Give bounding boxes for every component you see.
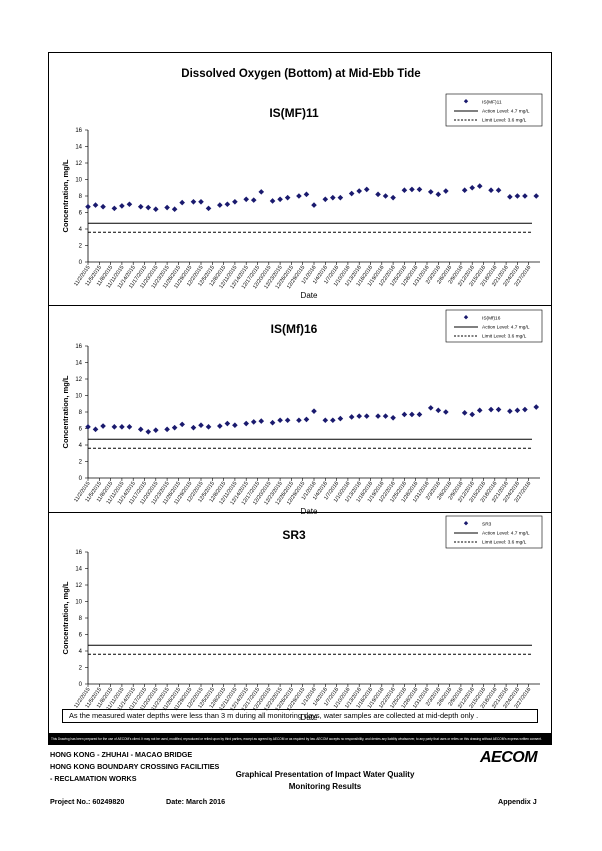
report-title-2: Monitoring Results	[288, 782, 362, 791]
page-title: Dissolved Oxygen (Bottom) at Mid-Ebb Tid…	[181, 68, 421, 80]
project-line-2: HONG KONG BOUNDARY CROSSING FACILITIES	[50, 762, 220, 771]
project-line-3: - RECLAMATION WORKS	[50, 774, 137, 783]
panel-divider	[48, 512, 552, 513]
disclaimer-bar: This Drawing has been prepared for the u…	[48, 733, 552, 745]
aecom-logo: AECOM	[480, 749, 538, 766]
report-title-1: Graphical Presentation of Impact Water Q…	[235, 770, 415, 779]
project-line-1: HONG KONG - ZHUHAI - MACAO BRIDGE	[50, 750, 193, 759]
report-date: Date: March 2016	[166, 797, 226, 806]
project-number: Project No.: 60249820	[50, 797, 125, 806]
appendix-label: Appendix J	[498, 797, 537, 806]
drawing-frame	[48, 52, 552, 745]
sampling-note: As the measured water depths were less t…	[62, 709, 538, 723]
panel-divider	[48, 305, 552, 306]
